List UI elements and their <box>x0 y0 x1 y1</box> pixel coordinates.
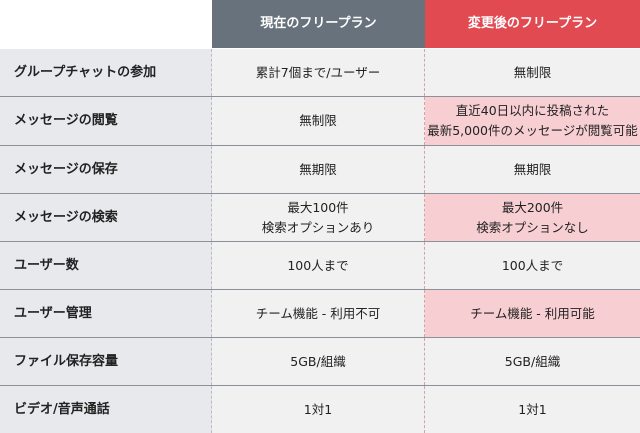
feature-label: ユーザー数 <box>0 242 212 289</box>
feature-label: ユーザー管理 <box>0 290 212 337</box>
row-divider <box>0 241 640 242</box>
row-divider <box>0 193 640 194</box>
new-value: 無制限 <box>425 49 640 96</box>
new-value: 5GB/組織 <box>425 338 640 385</box>
table-row: メッセージの閲覧 無制限 直近40日以内に投稿された 最新5,000件のメッセー… <box>0 97 640 145</box>
table-row: ユーザー管理 チーム機能 - 利用不可 チーム機能 - 利用可能 <box>0 290 640 337</box>
header-row: 現在のフリープラン 変更後のフリープラン <box>0 0 640 48</box>
feature-label: ビデオ/音声通話 <box>0 386 212 433</box>
feature-label: メッセージの閲覧 <box>0 97 212 145</box>
current-value: 最大100件 検索オプションあり <box>212 194 425 241</box>
new-value: 1対1 <box>425 386 640 433</box>
row-divider <box>0 96 640 97</box>
table-row: メッセージの検索 最大100件 検索オプションあり 最大200件 検索オプション… <box>0 194 640 241</box>
current-value: 1対1 <box>212 386 425 433</box>
row-divider <box>0 385 640 386</box>
new-value: チーム機能 - 利用可能 <box>425 290 640 337</box>
new-value: 100人まで <box>425 242 640 289</box>
new-value: 無期限 <box>425 146 640 193</box>
table-row: ユーザー数 100人まで 100人まで <box>0 242 640 289</box>
table-row: ファイル保存容量 5GB/組織 5GB/組織 <box>0 338 640 385</box>
row-divider <box>0 145 640 146</box>
table-row: ビデオ/音声通話 1対1 1対1 <box>0 386 640 433</box>
table-row: メッセージの保存 無期限 無期限 <box>0 146 640 193</box>
feature-label: ファイル保存容量 <box>0 338 212 385</box>
current-plan-header: 現在のフリープラン <box>212 0 425 48</box>
feature-label: メッセージの検索 <box>0 194 212 241</box>
table-row: グループチャットの参加 累計7個まで/ユーザー 無制限 <box>0 49 640 96</box>
feature-label: グループチャットの参加 <box>0 49 212 96</box>
row-divider <box>0 337 640 338</box>
new-plan-header: 変更後のフリープラン <box>425 0 640 48</box>
feature-label: メッセージの保存 <box>0 146 212 193</box>
current-value: チーム機能 - 利用不可 <box>212 290 425 337</box>
new-value: 直近40日以内に投稿された 最新5,000件のメッセージが閲覧可能 <box>425 97 640 145</box>
new-value: 最大200件 検索オプションなし <box>425 194 640 241</box>
row-divider <box>0 289 640 290</box>
current-value: 無期限 <box>212 146 425 193</box>
current-value: 100人まで <box>212 242 425 289</box>
current-value: 無制限 <box>212 97 425 145</box>
header-corner <box>0 0 212 48</box>
current-value: 累計7個まで/ユーザー <box>212 49 425 96</box>
current-value: 5GB/組織 <box>212 338 425 385</box>
